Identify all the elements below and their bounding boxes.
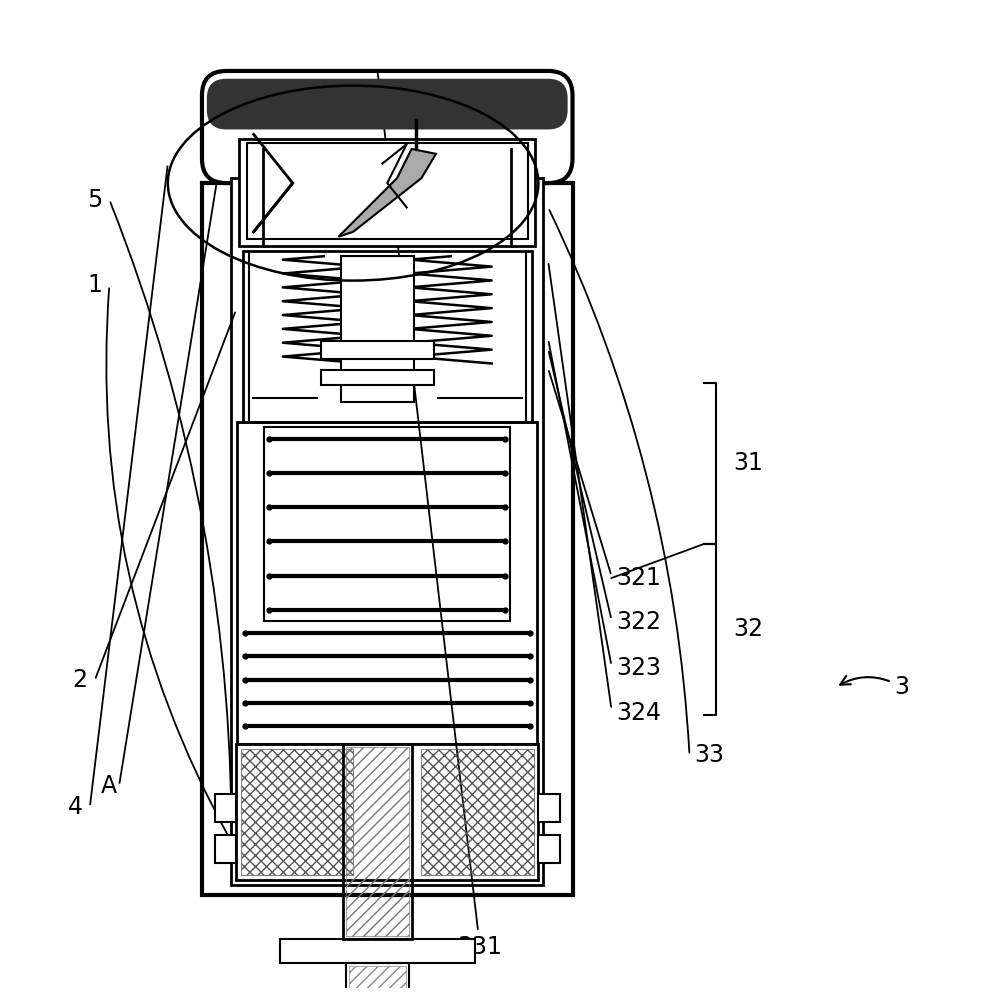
Text: 32: 32: [734, 617, 764, 641]
Bar: [349, 966, 406, 1000]
Bar: [421, 749, 533, 875]
Bar: [215, 835, 236, 863]
Bar: [202, 183, 573, 895]
Text: 31: 31: [734, 451, 764, 475]
Text: 4: 4: [67, 795, 83, 819]
Bar: [243, 251, 531, 422]
Bar: [321, 370, 433, 385]
Bar: [215, 794, 236, 822]
Text: 33: 33: [694, 743, 724, 767]
Text: 1: 1: [87, 273, 102, 297]
Bar: [264, 427, 510, 621]
Bar: [346, 747, 408, 936]
FancyBboxPatch shape: [207, 79, 568, 129]
Bar: [241, 749, 353, 875]
Bar: [236, 744, 538, 880]
Text: 321: 321: [616, 566, 662, 590]
Bar: [247, 143, 528, 239]
FancyBboxPatch shape: [202, 71, 573, 183]
Bar: [538, 794, 560, 822]
Bar: [239, 139, 535, 246]
Bar: [343, 744, 411, 939]
Text: 331: 331: [378, 74, 502, 959]
Text: 3: 3: [841, 675, 909, 699]
Text: 2: 2: [72, 668, 88, 692]
Bar: [321, 341, 433, 359]
Text: 323: 323: [616, 656, 662, 680]
Bar: [280, 939, 475, 963]
Bar: [346, 963, 409, 1000]
Polygon shape: [338, 149, 436, 237]
Text: 324: 324: [616, 701, 662, 725]
Text: 5: 5: [87, 188, 102, 212]
Text: 322: 322: [616, 610, 662, 634]
Bar: [237, 422, 537, 744]
Bar: [341, 256, 414, 402]
Bar: [538, 835, 560, 863]
Bar: [231, 178, 543, 885]
Text: A: A: [101, 774, 118, 798]
